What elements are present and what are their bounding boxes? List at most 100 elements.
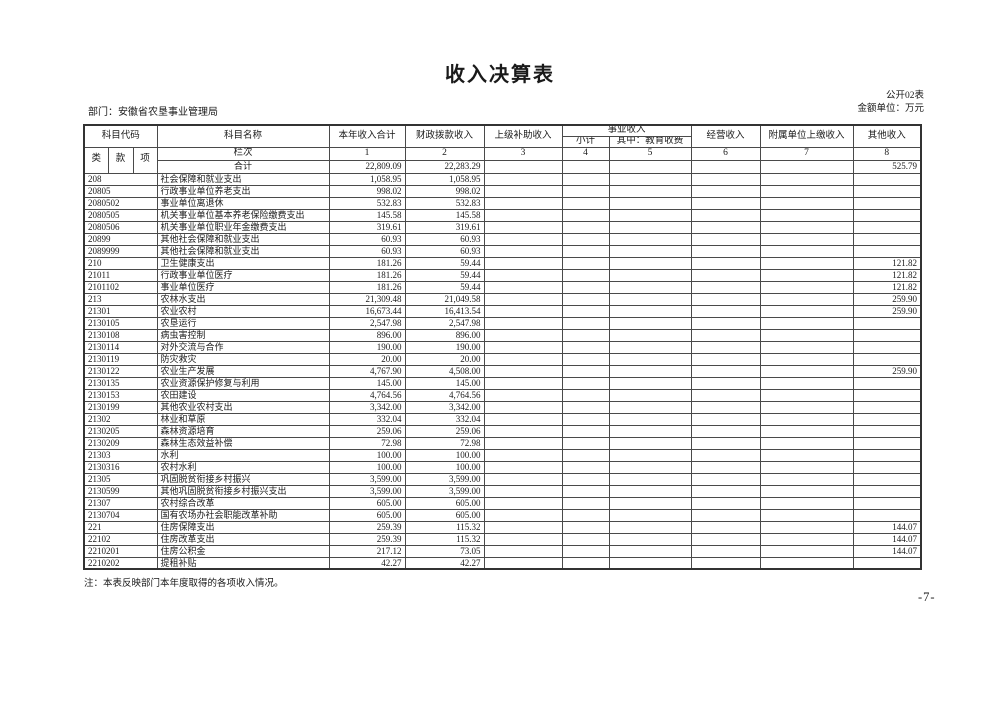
table-row: 21307 农村综合改革 605.00 605.00 <box>83 496 922 510</box>
value-cell: 532.83 <box>404 196 485 210</box>
value-cell <box>690 508 761 522</box>
value-cell <box>690 244 761 258</box>
value-cell: 181.26 <box>328 268 406 282</box>
header-col-item: 项 <box>132 146 158 174</box>
value-cell: 16,673.44 <box>328 304 406 318</box>
column-number: 6 <box>690 146 761 161</box>
subject-name-cell: 行政事业单位养老支出 <box>156 184 330 198</box>
subject-code-cell: 20899 <box>83 232 158 246</box>
value-cell: 259.90 <box>852 304 922 318</box>
value-cell <box>759 184 854 198</box>
value-cell <box>690 268 761 282</box>
value-cell <box>759 316 854 330</box>
value-cell <box>852 340 922 354</box>
value-cell <box>759 400 854 414</box>
header-business-subtotal: 小计 <box>561 136 610 148</box>
value-cell: 3,599.00 <box>328 484 406 498</box>
table-row: 221 住房保障支出 259.39 115.32 144.07 <box>83 520 922 534</box>
value-cell: 100.00 <box>328 448 406 462</box>
value-cell <box>690 172 761 186</box>
value-cell: 190.00 <box>328 340 406 354</box>
value-cell <box>759 556 854 570</box>
value-cell <box>483 508 563 522</box>
value-cell: 605.00 <box>328 496 406 510</box>
value-cell <box>483 256 563 270</box>
value-cell: 181.26 <box>328 280 406 294</box>
grand-total-row: 合计 22,809.09 22,283.29 525.79 <box>84 159 922 174</box>
subject-code-cell: 2080502 <box>83 196 158 210</box>
table-code-label: 公开02表 <box>885 91 924 101</box>
header-row-top: 科目代码 科目名称 本年收入合计 财政拨款收入 上级补助收入 事业收入 经营收入… <box>83 124 922 148</box>
subject-name-cell: 社会保障和就业支出 <box>156 172 330 186</box>
value-cell <box>561 244 610 258</box>
row-label-cell: 栏次 <box>156 146 330 161</box>
value-cell <box>483 544 563 558</box>
subject-name-cell: 巩固脱贫衔接乡村振兴 <box>156 472 330 486</box>
value-cell <box>690 304 761 318</box>
value-cell <box>759 280 854 294</box>
grand-total-value <box>608 159 692 174</box>
subject-code-cell: 2130114 <box>83 340 158 354</box>
value-cell <box>561 388 610 402</box>
value-cell <box>608 172 692 186</box>
table-row: 22102 住房改革支出 259.39 115.32 144.07 <box>83 532 922 546</box>
column-number-row: 类 款 项 栏次 1 2 3 4 5 6 7 8 <box>83 146 922 174</box>
subject-code-cell: 2130105 <box>83 316 158 330</box>
subject-code-cell: 22102 <box>83 532 158 546</box>
value-cell: 259.39 <box>328 520 406 534</box>
subject-name-cell: 行政事业单位医疗 <box>156 268 330 282</box>
value-cell <box>852 244 922 258</box>
value-cell <box>608 220 692 234</box>
subject-name-cell: 其他社会保障和就业支出 <box>156 244 330 258</box>
table-row: 21302 林业和草原 332.04 332.04 <box>83 412 922 426</box>
value-cell <box>561 304 610 318</box>
value-cell: 20.00 <box>404 352 485 366</box>
subject-code-cell: 221 <box>83 520 158 534</box>
value-cell <box>561 496 610 510</box>
subject-name-cell: 防灾救灾 <box>156 352 330 366</box>
subject-code-cell: 2080506 <box>83 220 158 234</box>
value-cell <box>690 532 761 546</box>
value-cell <box>608 424 692 438</box>
subject-name-cell: 其他农业农村支出 <box>156 400 330 414</box>
value-cell <box>759 472 854 486</box>
value-cell <box>759 244 854 258</box>
value-cell: 3,599.00 <box>328 472 406 486</box>
value-cell <box>759 304 854 318</box>
value-cell <box>483 196 563 210</box>
value-cell <box>852 208 922 222</box>
value-cell <box>483 460 563 474</box>
value-cell: 144.07 <box>852 520 922 534</box>
table-body: 208 社会保障和就业支出 1,058.95 1,058.95 20805 行政… <box>83 172 922 570</box>
value-cell <box>608 244 692 258</box>
value-cell: 145.00 <box>328 376 406 390</box>
subject-code-cell: 20805 <box>83 184 158 198</box>
value-cell: 4,764.56 <box>328 388 406 402</box>
value-cell <box>690 208 761 222</box>
value-cell <box>852 496 922 510</box>
value-cell <box>759 220 854 234</box>
value-cell <box>690 448 761 462</box>
subject-name-cell: 其他社会保障和就业支出 <box>156 232 330 246</box>
value-cell <box>759 412 854 426</box>
value-cell: 4,767.90 <box>328 364 406 378</box>
value-cell <box>483 292 563 306</box>
value-cell <box>852 196 922 210</box>
value-cell <box>561 268 610 282</box>
value-cell <box>483 376 563 390</box>
value-cell <box>852 472 922 486</box>
table-row: 2101102 事业单位医疗 181.26 59.44 121.82 <box>83 280 922 294</box>
value-cell: 60.93 <box>404 244 485 258</box>
value-cell: 332.04 <box>328 412 406 426</box>
value-cell <box>561 292 610 306</box>
grand-total-label: 合计 <box>156 159 330 174</box>
value-cell <box>483 364 563 378</box>
subject-code-cell: 2130153 <box>83 388 158 402</box>
value-cell <box>690 220 761 234</box>
table-row: 2130205 森林资源培育 259.06 259.06 <box>83 424 922 438</box>
footnote: 注：本表反映部门本年度取得的各项收入情况。 <box>84 579 284 589</box>
column-number: 5 <box>608 146 692 161</box>
value-cell <box>852 460 922 474</box>
value-cell <box>561 280 610 294</box>
value-cell: 998.02 <box>328 184 406 198</box>
